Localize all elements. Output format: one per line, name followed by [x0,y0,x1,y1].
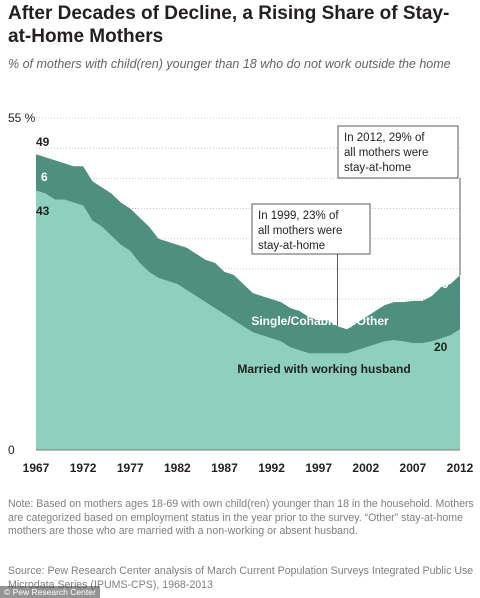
data-label-end-married: 20 [434,340,448,354]
annotation-text: In 2012, 29% of [344,132,425,144]
annotation-text: In 1999, 23% of [258,210,339,222]
annotation-box [337,125,459,179]
watermark: © Pew Research Center [0,586,100,598]
data-label-start-single: 6 [41,170,48,184]
x-tick-label: 2007 [400,461,427,475]
data-label-start-total: 49 [36,135,50,149]
annotation-box [251,203,371,255]
x-tick-label: 1982 [164,461,191,475]
x-tick-label: 1967 [23,461,50,475]
single-cohabiting-area [36,154,460,354]
chart-note: Note: Based on mothers ages 18-69 with o… [8,498,474,537]
annotation-text: all mothers were [258,225,342,237]
data-label-start-married: 43 [36,204,50,218]
x-tick-label: 2012 [447,461,474,475]
annotation-text: all mothers were [344,147,428,159]
y-tick-label: 55 % [8,111,36,125]
x-tick-label: 1992 [258,461,285,475]
x-tick-label: 1987 [211,461,238,475]
series-label-married: Married with working husband [237,362,410,376]
y-tick-label: 0 [8,443,15,457]
x-tick-label: 2002 [352,461,379,475]
series-label-single: Single/Cohabiting/Other [251,314,389,328]
chart-subtitle: % of mothers with child(ren) younger tha… [8,57,451,71]
x-tick-label: 1997 [305,461,332,475]
married-area [36,190,460,450]
x-tick-label: 1972 [70,461,97,475]
chart-title: After Decades of Decline, a Rising Share… [8,3,450,47]
data-label-end-single: 9 [442,277,449,291]
annotation-text: stay-at-home [344,162,411,174]
annotation-text: stay-at-home [258,240,325,252]
x-tick-label: 1977 [117,461,144,475]
